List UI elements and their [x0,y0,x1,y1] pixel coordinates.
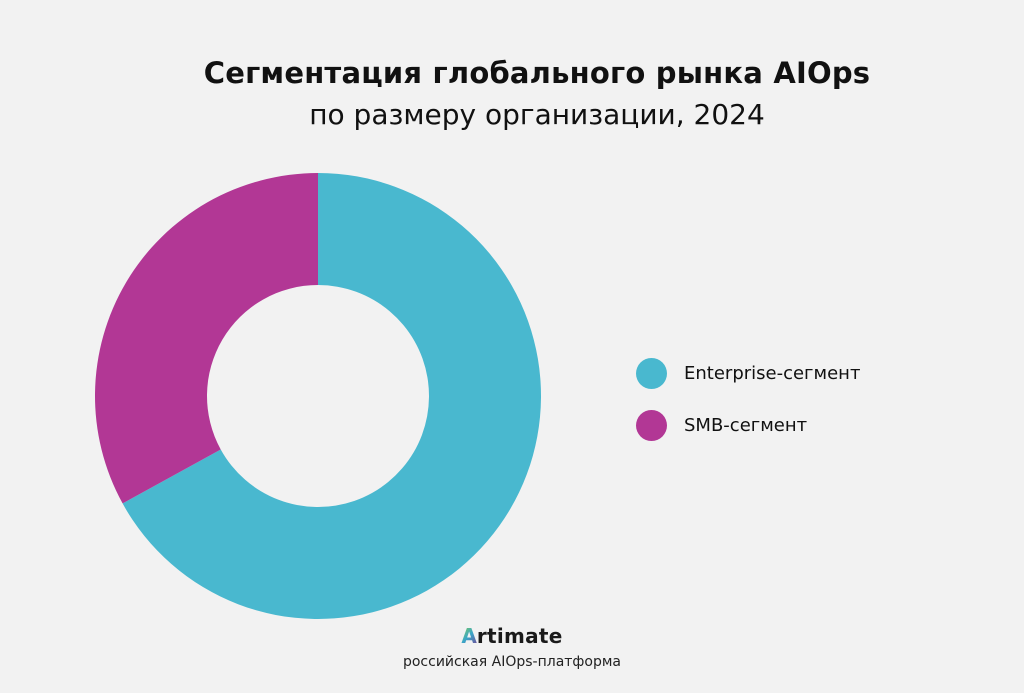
legend-item-smb: SMB-сегмент [636,408,860,442]
donut-slice-smb [94,173,319,504]
brand-logo: Artimate [0,624,1024,648]
legend-swatch [636,409,667,441]
legend-swatch [636,357,667,389]
legend-label: SMB-сегмент [684,414,808,436]
brand-name: rtimate [476,624,563,648]
chart-subtitle: по размеру организации, 2024 [309,98,765,131]
legend-label: Enterprise-сегмент [684,362,861,384]
brand-tagline: российская AIOps-платформа [402,654,621,670]
donut-slice-enterprise [122,173,541,619]
chart-legend: Enterprise-сегмент SMB-сегмент [636,356,860,460]
brand-footer: Artimate российская AIOps-платформа [0,624,1024,670]
legend-item-enterprise: Enterprise-сегмент [636,356,860,390]
chart-title: Сегментация глобального рынка AIOps [203,56,871,90]
brand-logo-initial: A [461,624,477,648]
